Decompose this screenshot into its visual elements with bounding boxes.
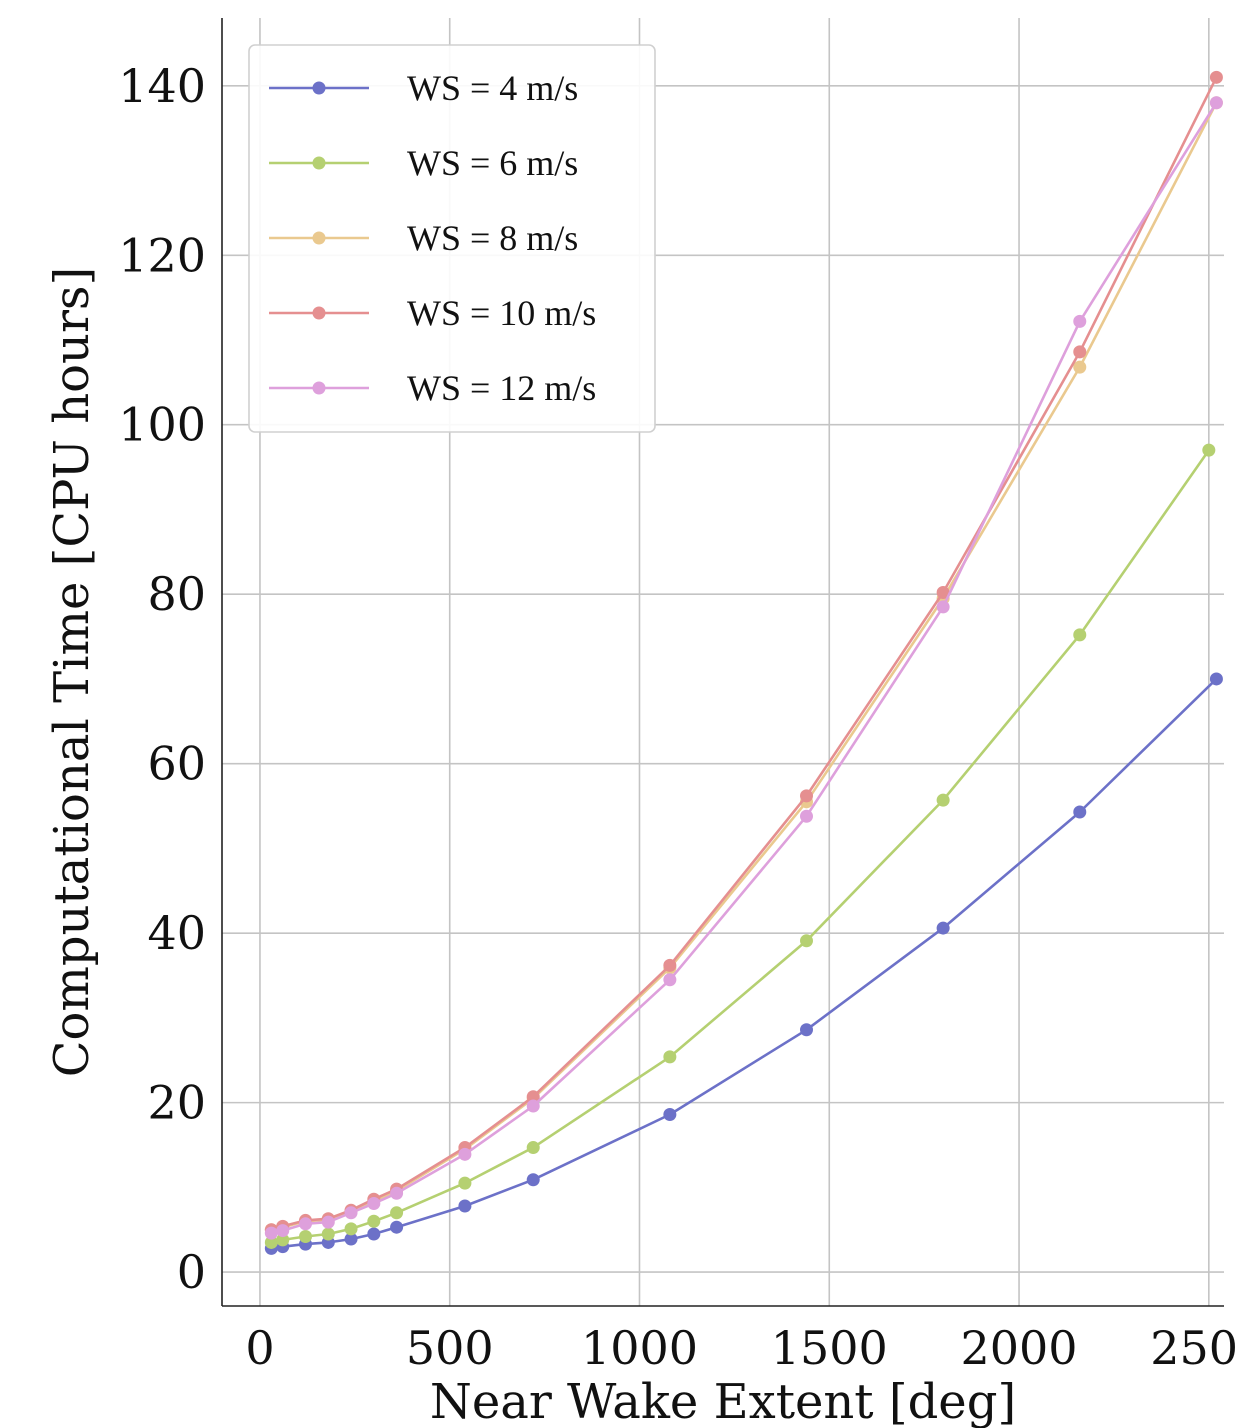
data-point — [936, 600, 950, 614]
data-point — [526, 1141, 540, 1155]
data-point — [936, 921, 950, 935]
legend-box — [248, 44, 656, 433]
data-point — [663, 973, 677, 987]
data-point — [458, 1147, 472, 1161]
legend-entry: WS = 8 m/s — [269, 218, 578, 258]
data-point — [800, 934, 813, 948]
series-line — [271, 449, 1210, 1244]
legend-label: WS = 6 m/s — [407, 143, 578, 183]
y-tick-label: 80 — [147, 567, 206, 621]
data-point — [367, 1214, 381, 1228]
data-point — [344, 1206, 358, 1220]
legend-entry: WS = 12 m/s — [269, 368, 596, 408]
legend-marker — [312, 381, 326, 395]
data-point — [663, 958, 677, 972]
data-point — [299, 1230, 312, 1244]
legend-marker — [312, 231, 326, 245]
data-point — [344, 1222, 358, 1236]
data-point — [367, 1196, 381, 1210]
y-tick-labels: 0 20 40 60 80 100 120 140 — [118, 59, 206, 1299]
data-point — [1073, 805, 1087, 819]
legend-label: WS = 8 m/s — [407, 218, 578, 258]
y-tick-label: 60 — [147, 737, 206, 791]
x-axis-title: Near Wake Extent [deg] — [430, 1374, 1016, 1428]
data-point — [936, 586, 950, 600]
data-point — [936, 793, 950, 807]
axes — [221, 18, 1224, 1307]
series-group — [264, 96, 1223, 1240]
y-tick-label: 100 — [118, 398, 206, 452]
legend-label: WS = 10 m/s — [407, 293, 596, 333]
data-point — [526, 1090, 540, 1104]
data-point — [276, 1233, 290, 1247]
x-tick-label: 500 — [406, 1321, 494, 1375]
legend-marker — [312, 81, 326, 95]
data-point — [458, 1199, 472, 1213]
data-point — [800, 809, 813, 823]
y-axis-title: Computational Time [CPU hours] — [44, 267, 100, 1078]
data-point — [1073, 628, 1087, 642]
data-point — [1073, 345, 1087, 359]
x-tick-label: 2000 — [961, 1321, 1078, 1375]
data-point — [458, 1176, 472, 1190]
legend-entry: WS = 6 m/s — [269, 143, 578, 183]
x-tick-label: 0 — [245, 1321, 274, 1375]
y-tick-label: 0 — [177, 1245, 206, 1299]
series-group — [264, 443, 1216, 1249]
legend-label: WS = 4 m/s — [407, 68, 578, 108]
data-point — [526, 1099, 540, 1113]
data-point — [800, 1023, 813, 1037]
data-point — [1073, 360, 1087, 374]
legend: WS = 4 m/s WS = 6 m/s WS = 8 m/s WS = 10 m/… — [248, 44, 656, 433]
legend-marker — [312, 156, 326, 170]
x-tick-label: 1000 — [581, 1321, 698, 1375]
legend-entry: WS = 10 m/s — [269, 293, 596, 333]
x-tick-label: 1500 — [771, 1321, 888, 1375]
data-point — [1209, 70, 1223, 84]
data-point — [390, 1220, 404, 1234]
data-point — [800, 789, 813, 803]
data-point — [264, 1226, 278, 1240]
data-point — [1073, 314, 1087, 328]
data-point — [1202, 443, 1216, 457]
data-point — [1209, 672, 1223, 686]
data-point — [344, 1232, 358, 1246]
series-group — [264, 672, 1223, 1255]
data-point — [276, 1224, 290, 1238]
data-point — [1209, 96, 1223, 110]
y-tick-label: 120 — [118, 228, 206, 282]
legend-label: WS = 12 m/s — [407, 368, 596, 408]
series-lines — [264, 70, 1223, 1255]
data-point — [663, 1107, 677, 1121]
y-tick-label: 20 — [147, 1076, 206, 1130]
legend-marker — [312, 306, 326, 320]
y-tick-label: 40 — [147, 906, 206, 960]
y-tick-label: 140 — [118, 59, 206, 113]
data-point — [321, 1227, 335, 1241]
data-point — [264, 1235, 278, 1249]
data-point — [299, 1217, 312, 1231]
data-point — [390, 1186, 404, 1200]
data-point — [367, 1227, 381, 1241]
data-point — [526, 1173, 540, 1187]
data-point — [390, 1206, 404, 1220]
data-point — [321, 1215, 335, 1229]
data-point — [663, 1050, 677, 1064]
legend-entry: WS = 4 m/s — [269, 68, 578, 108]
